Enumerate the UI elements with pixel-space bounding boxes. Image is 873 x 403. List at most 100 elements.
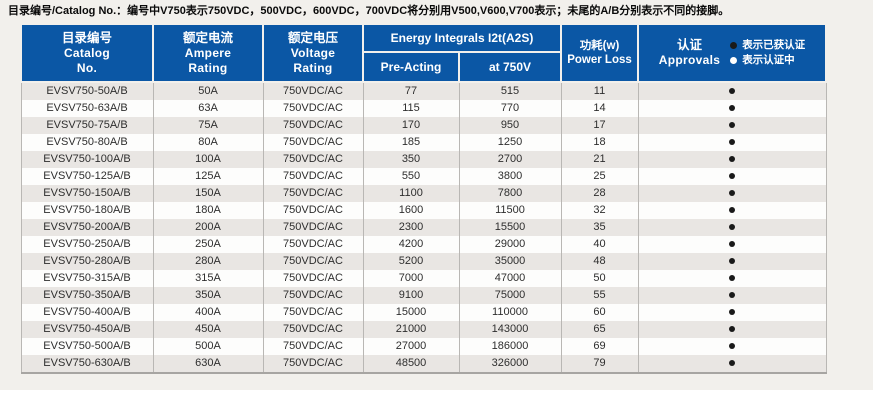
catalog-cell: EVSV750-500A/B <box>20 338 154 355</box>
catalog-cell: EVSV750-200A/B <box>20 219 154 236</box>
catalog-cell: EVSV750-280A/B <box>20 253 154 270</box>
header-voltage-en1: Voltage <box>290 45 336 60</box>
certified-dot-icon <box>730 42 738 49</box>
pre-acting-cell: 27000 <box>362 338 460 355</box>
ampere-cell: 63A <box>152 100 264 117</box>
pre-acting-cell: 21000 <box>362 321 460 338</box>
header-catalog: 目录编号 Catalog No. <box>20 23 154 83</box>
table-row: EVSV750-63A/B 63A 750VDC/AC 115 770 14 <box>20 100 827 117</box>
ampere-cell: 630A <box>152 355 264 373</box>
pre-acting-cell: 2300 <box>362 219 460 236</box>
voltage-cell: 750VDC/AC <box>262 202 364 219</box>
certified-dot-icon <box>729 343 735 350</box>
table-row: EVSV750-100A/B 100A 750VDC/AC 350 2700 2… <box>20 151 827 168</box>
at-750v-cell: 35000 <box>458 253 562 270</box>
at-750v-cell: 11500 <box>458 202 562 219</box>
table-row: EVSV750-180A/B 180A 750VDC/AC 1600 11500… <box>20 202 827 219</box>
table-header: 目录编号 Catalog No. 额定电流 Ampere Rating 额定电压… <box>20 23 827 83</box>
table-row: EVSV750-630A/B 630A 750VDC/AC 48500 3260… <box>20 355 827 373</box>
at-750v-cell: 47000 <box>458 270 562 287</box>
ampere-cell: 180A <box>152 202 264 219</box>
header-power-loss: 功耗(w) Power Loss <box>560 23 639 83</box>
header-power-en: Power Loss <box>567 54 632 66</box>
catalog-cell: EVSV750-250A/B <box>20 236 154 253</box>
header-power-zh: 功耗(w) <box>579 40 620 52</box>
voltage-cell: 750VDC/AC <box>262 134 364 151</box>
approval-cell <box>637 321 827 338</box>
power-loss-cell: 11 <box>560 82 639 100</box>
certified-dot-icon <box>729 156 735 163</box>
approval-cell <box>637 355 827 373</box>
at-750v-cell: 1250 <box>458 134 562 151</box>
header-at-750v-label: at 750V <box>488 60 532 74</box>
power-loss-cell: 32 <box>560 202 639 219</box>
spec-table: 目录编号 Catalog No. 额定电流 Ampere Rating 额定电压… <box>20 23 827 374</box>
catalog-cell: EVSV750-63A/B <box>20 100 154 117</box>
certified-dot-icon <box>729 207 735 214</box>
approval-cell <box>637 270 827 287</box>
ampere-cell: 75A <box>152 117 264 134</box>
pre-acting-cell: 15000 <box>362 304 460 321</box>
voltage-cell: 750VDC/AC <box>262 304 364 321</box>
power-loss-cell: 25 <box>560 168 639 185</box>
certified-dot-icon <box>729 88 735 95</box>
header-pre-acting: Pre-Acting <box>362 51 460 83</box>
table-row: EVSV750-200A/B 200A 750VDC/AC 2300 15500… <box>20 219 827 236</box>
ampere-cell: 280A <box>152 253 264 270</box>
catalog-cell: EVSV750-315A/B <box>20 270 154 287</box>
voltage-cell: 750VDC/AC <box>262 168 364 185</box>
approval-cell <box>637 117 827 134</box>
pre-acting-cell: 1100 <box>362 185 460 202</box>
table-body: EVSV750-50A/B 50A 750VDC/AC 77 515 11 EV… <box>20 82 827 373</box>
at-750v-cell: 326000 <box>458 355 562 373</box>
pre-acting-cell: 115 <box>362 100 460 117</box>
header-ampere-en2: Rating <box>188 60 228 75</box>
table-row: EVSV750-250A/B 250A 750VDC/AC 4200 29000… <box>20 236 827 253</box>
ampere-cell: 100A <box>152 151 264 168</box>
header-ampere-en1: Ampere <box>184 45 232 60</box>
catalog-cell: EVSV750-400A/B <box>20 304 154 321</box>
power-loss-cell: 21 <box>560 151 639 168</box>
at-750v-cell: 515 <box>458 82 562 100</box>
certified-dot-icon <box>729 105 735 112</box>
at-750v-cell: 110000 <box>458 304 562 321</box>
certified-dot-icon <box>729 241 735 248</box>
voltage-cell: 750VDC/AC <box>262 338 364 355</box>
pre-acting-cell: 4200 <box>362 236 460 253</box>
ampere-cell: 350A <box>152 287 264 304</box>
power-loss-cell: 18 <box>560 134 639 151</box>
voltage-cell: 750VDC/AC <box>262 151 364 168</box>
pre-acting-cell: 77 <box>362 82 460 100</box>
at-750v-cell: 950 <box>458 117 562 134</box>
approval-cell <box>637 202 827 219</box>
approval-cell <box>637 236 827 253</box>
approval-cell <box>637 151 827 168</box>
pre-acting-cell: 185 <box>362 134 460 151</box>
power-loss-cell: 55 <box>560 287 639 304</box>
voltage-cell: 750VDC/AC <box>262 219 364 236</box>
approval-cell <box>637 100 827 117</box>
approval-cell <box>637 219 827 236</box>
table-row: EVSV750-50A/B 50A 750VDC/AC 77 515 11 <box>20 82 827 100</box>
pending-dot-icon <box>730 57 738 64</box>
power-loss-cell: 65 <box>560 321 639 338</box>
table-row: EVSV750-80A/B 80A 750VDC/AC 185 1250 18 <box>20 134 827 151</box>
catalog-cell: EVSV750-80A/B <box>20 134 154 151</box>
approval-cell <box>637 287 827 304</box>
header-voltage-zh: 额定电压 <box>287 30 338 45</box>
voltage-cell: 750VDC/AC <box>262 185 364 202</box>
catalog-cell: EVSV750-180A/B <box>20 202 154 219</box>
approval-cell <box>637 134 827 151</box>
at-750v-cell: 3800 <box>458 168 562 185</box>
header-approvals: 认证 Approvals 表示已获认证 表示认证中 <box>637 23 827 83</box>
ampere-cell: 450A <box>152 321 264 338</box>
ampere-cell: 315A <box>152 270 264 287</box>
approval-cell <box>637 304 827 321</box>
table-row: EVSV750-350A/B 350A 750VDC/AC 9100 75000… <box>20 287 827 304</box>
table-row: EVSV750-75A/B 75A 750VDC/AC 170 950 17 <box>20 117 827 134</box>
header-catalog-zh: 目录编号 <box>61 30 112 45</box>
header-catalog-en1: Catalog <box>63 45 111 60</box>
certified-dot-icon <box>729 292 735 299</box>
ampere-cell: 400A <box>152 304 264 321</box>
